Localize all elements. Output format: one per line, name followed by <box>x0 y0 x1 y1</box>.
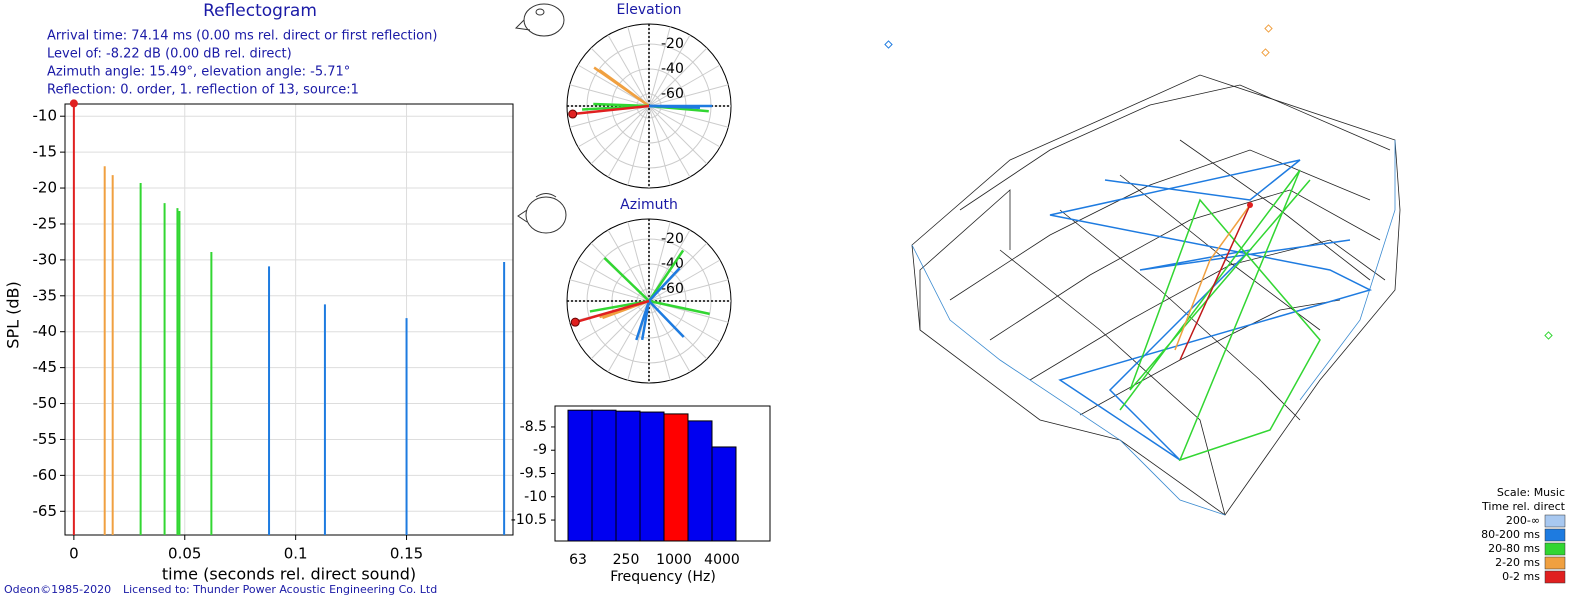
reflection-ray <box>648 300 685 338</box>
reflection-ray <box>598 69 650 108</box>
x-tick-label: 0.15 <box>390 545 423 563</box>
reflection-ray <box>648 104 699 109</box>
r-tick-label: -40 <box>661 61 684 77</box>
x-tick-label: 0.1 <box>284 545 308 563</box>
y-tick-label: -45 <box>33 358 58 376</box>
y-tick-label: -40 <box>33 322 58 340</box>
footer-license: Licensed to: Thunder Power Acoustic Engi… <box>123 583 437 596</box>
r-tick-label: -60 <box>661 86 684 102</box>
y-tick-label: -50 <box>33 394 58 412</box>
x-tick-label: 0 <box>69 545 79 563</box>
legend-title: Time rel. direct <box>1481 500 1566 513</box>
chart-title: Azimuth <box>620 197 678 213</box>
reflection-ray <box>603 257 650 302</box>
bar <box>711 446 737 542</box>
y-tick-label: -60 <box>33 466 58 484</box>
selected-marker <box>570 317 580 327</box>
y-tick-label: -10 <box>33 107 58 125</box>
footer-copyright: Odeon©1985-2020 <box>4 583 111 596</box>
y-tick-label: -15 <box>33 143 58 161</box>
y-tick-label: -9 <box>533 442 547 458</box>
reflection-ray <box>572 104 650 116</box>
x-axis-label: Frequency (Hz) <box>610 569 716 585</box>
legend-label: 200-∞ <box>1506 514 1540 527</box>
legend-swatch <box>1544 514 1566 528</box>
legend-swatch <box>1544 556 1566 570</box>
head-icon <box>514 3 567 234</box>
bar <box>591 409 617 542</box>
legend-swatch <box>1544 570 1566 584</box>
reflection-ray <box>640 300 651 341</box>
x-tick-label: 0.05 <box>168 545 201 563</box>
info-line: Level of: -8.22 dB (0.00 dB rel. direct) <box>47 47 292 62</box>
r-tick-label: -40 <box>661 256 684 272</box>
chart-title: Elevation <box>616 2 681 18</box>
plot-frame <box>64 103 514 536</box>
reflection-ray <box>648 267 681 302</box>
x-tick-label: 1000 <box>656 552 692 568</box>
legend-swatch <box>1544 528 1566 542</box>
room-wireframe <box>884 24 1553 516</box>
info-line: Reflection: 0. order, 1. reflection of 1… <box>47 83 359 98</box>
info-line: Azimuth angle: 15.49°, elevation angle: … <box>47 65 350 80</box>
y-tick-label: -55 <box>33 430 58 448</box>
chart-title: Reflectogram <box>203 1 317 21</box>
bar <box>615 410 641 542</box>
legend-label: 2-20 ms <box>1495 556 1540 569</box>
y-tick-label: -20 <box>33 179 58 197</box>
bar <box>663 413 689 542</box>
legend-swatch <box>1544 542 1566 556</box>
bar <box>687 420 713 542</box>
y-tick-label: -10 <box>524 489 547 505</box>
bar <box>567 409 593 542</box>
legend-label: 80-200 ms <box>1481 528 1540 541</box>
r-tick-label: -60 <box>661 281 684 297</box>
x-tick-label: 250 <box>613 552 640 568</box>
legend-label: 0-2 ms <box>1502 570 1540 583</box>
y-tick-label: -35 <box>33 286 58 304</box>
r-tick-label: -20 <box>661 36 684 52</box>
reflection-ray <box>648 299 710 316</box>
y-tick-label: -8.5 <box>520 419 547 435</box>
x-tick-label: 63 <box>569 552 587 568</box>
y-tick-label: -25 <box>33 214 58 232</box>
x-axis-label: time (seconds rel. direct sound) <box>162 565 416 584</box>
selected-marker <box>69 99 78 108</box>
legend-caption: Scale: Music <box>1497 486 1565 499</box>
reflection-ray <box>593 102 650 108</box>
info-line: Arrival time: 74.14 ms (0.00 ms rel. dir… <box>47 29 437 44</box>
reflection-ray <box>647 249 685 302</box>
y-tick-label: -10.5 <box>511 512 547 528</box>
r-tick-label: -20 <box>661 231 684 247</box>
y-tick-label: -65 <box>33 502 58 520</box>
reflection-ray <box>574 299 650 324</box>
y-tick-label: -30 <box>33 250 58 268</box>
y-axis-label: SPL (dB) <box>4 281 23 348</box>
x-tick-label: 4000 <box>704 552 740 568</box>
legend-label: 20-80 ms <box>1488 542 1540 555</box>
bar <box>639 411 665 542</box>
y-tick-label: -9.5 <box>520 466 547 482</box>
selected-marker <box>568 109 578 119</box>
